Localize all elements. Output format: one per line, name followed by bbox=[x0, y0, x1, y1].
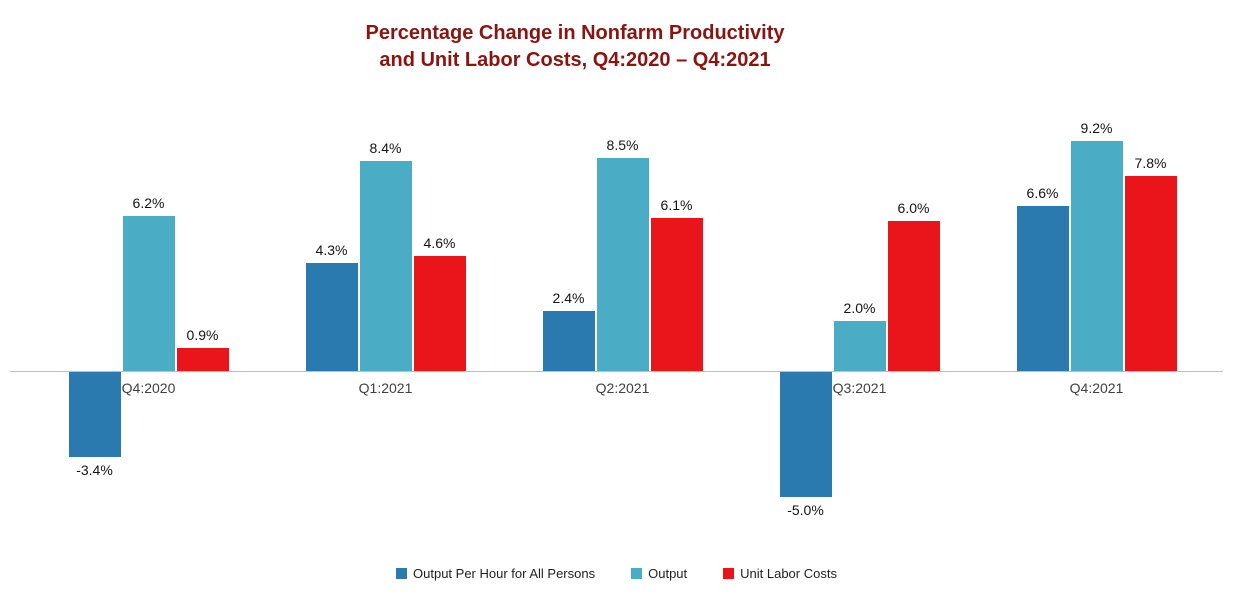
legend-item: Output bbox=[631, 566, 687, 581]
bar-output-per-hour-for-all-persons bbox=[68, 372, 121, 457]
chart-title-line2: and Unit Labor Costs, Q4:2020 – Q4:2021 bbox=[379, 49, 771, 71]
bar-unit-labor-costs bbox=[413, 256, 466, 371]
bar-output-per-hour-for-all-persons bbox=[779, 372, 832, 497]
legend-label: Unit Labor Costs bbox=[740, 566, 837, 581]
bar-output bbox=[833, 321, 886, 371]
bar-output bbox=[122, 216, 175, 371]
data-label: 6.6% bbox=[1026, 185, 1059, 201]
data-label: 6.1% bbox=[660, 197, 693, 213]
bar-output bbox=[596, 158, 649, 371]
chart-title: Percentage Change in Nonfarm Productivit… bbox=[0, 20, 1150, 74]
bar-unit-labor-costs bbox=[176, 348, 229, 371]
x-axis-label: Q2:2021 bbox=[595, 380, 650, 396]
legend-label: Output Per Hour for All Persons bbox=[413, 566, 596, 581]
bar-unit-labor-costs bbox=[1124, 176, 1177, 371]
data-label: 6.0% bbox=[897, 200, 930, 216]
bar-output bbox=[1070, 141, 1123, 371]
legend-item: Output Per Hour for All Persons bbox=[396, 566, 595, 581]
x-axis-label: Q4:2021 bbox=[1069, 380, 1124, 396]
legend-label: Output bbox=[648, 566, 688, 581]
x-axis-label: Q4:2020 bbox=[121, 380, 176, 396]
legend-swatch bbox=[723, 568, 735, 579]
data-label: 4.6% bbox=[423, 235, 456, 251]
bar-output-per-hour-for-all-persons bbox=[542, 311, 595, 371]
data-label: 4.3% bbox=[315, 242, 348, 258]
x-axis-label: Q3:2021 bbox=[832, 380, 887, 396]
chart-title-line1: Percentage Change in Nonfarm Productivit… bbox=[365, 22, 785, 44]
bar-output bbox=[359, 161, 412, 371]
data-label: 0.9% bbox=[186, 327, 219, 343]
legend: Output Per Hour for All Persons Output Uni… bbox=[0, 566, 1233, 581]
x-axis-label: Q1:2021 bbox=[358, 380, 413, 396]
legend-swatch bbox=[631, 568, 643, 579]
data-label: 8.4% bbox=[369, 140, 402, 156]
data-label: 8.5% bbox=[606, 137, 639, 153]
bar-output-per-hour-for-all-persons bbox=[305, 263, 358, 371]
data-label: -3.4% bbox=[76, 462, 113, 478]
legend-swatch bbox=[396, 568, 408, 579]
x-axis-line bbox=[10, 371, 1223, 372]
bar-unit-labor-costs bbox=[887, 221, 940, 371]
data-label: 6.2% bbox=[132, 195, 165, 211]
data-label: -5.0% bbox=[787, 502, 824, 518]
data-label: 2.4% bbox=[552, 290, 585, 306]
legend-item: Unit Labor Costs bbox=[723, 566, 837, 581]
data-label: 2.0% bbox=[843, 300, 876, 316]
data-label: 7.8% bbox=[1134, 155, 1167, 171]
data-label: 9.2% bbox=[1080, 120, 1113, 136]
bar-unit-labor-costs bbox=[650, 218, 703, 371]
bar-output-per-hour-for-all-persons bbox=[1016, 206, 1069, 371]
